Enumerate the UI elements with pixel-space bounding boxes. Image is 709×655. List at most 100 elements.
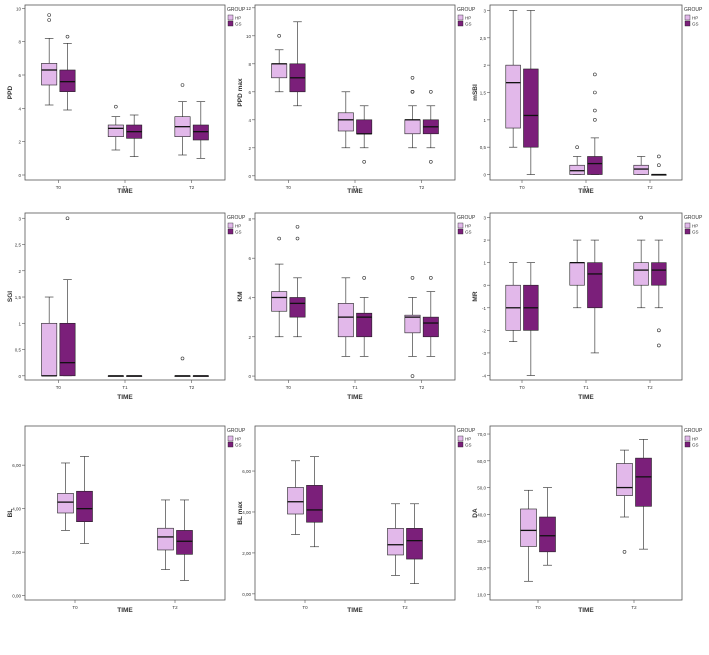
outlier-point (657, 163, 661, 168)
outlier-point (575, 145, 579, 149)
y-axis-label: mSBI (472, 84, 479, 101)
box-hp-t2 (174, 356, 191, 377)
legend-swatch-hp (684, 222, 691, 229)
legend-swatch-hp (457, 435, 464, 442)
y-tick-label: 1,5 (15, 295, 22, 300)
box-hp-t1 (107, 375, 124, 377)
legend-label-gs: GS (692, 21, 699, 26)
box-gs-t2 (651, 239, 667, 348)
legend-title: GROUP (684, 215, 703, 221)
outlier-point (295, 236, 300, 241)
legend-title: GROUP (457, 428, 476, 434)
box-gs-t1 (356, 105, 373, 164)
outlier-point (410, 374, 415, 378)
x-tick-label: T0 (72, 605, 78, 610)
x-tick-label: T2 (402, 605, 408, 610)
x-tick-label: T2 (419, 385, 425, 390)
box-body (76, 490, 93, 523)
box-body (422, 316, 439, 338)
plot-frame (489, 425, 683, 601)
box-body (404, 314, 421, 334)
y-axis-label: BL (7, 509, 14, 518)
box-hp-t2 (404, 276, 421, 378)
legend-swatch-gs (457, 228, 464, 235)
box-gs-t1 (587, 72, 603, 175)
x-axis-label: TIME (117, 188, 133, 195)
legend-label-gs: GS (235, 229, 242, 234)
legend-swatch-hp (684, 435, 691, 442)
legend-label-hp: HP (692, 223, 698, 228)
y-tick-label: 6 (248, 256, 251, 261)
box-body (569, 164, 585, 175)
box-gs-t1 (126, 375, 143, 377)
legend-label-hp: HP (692, 15, 698, 20)
box-hp-t2 (633, 215, 649, 309)
legend-title: GROUP (457, 215, 476, 221)
outlier-point (410, 90, 415, 94)
y-tick-label: 2 (18, 140, 21, 145)
box-body (59, 69, 76, 92)
legend-label-hp: HP (692, 436, 698, 441)
y-tick-label: 2 (248, 335, 251, 340)
y-axis-label: SGI (7, 291, 14, 302)
y-tick-label: 1 (483, 261, 486, 266)
legend-swatch-hp (457, 222, 464, 229)
x-tick-label: T2 (647, 185, 653, 190)
legend-label-hp: HP (235, 223, 241, 228)
box-gs-t2 (422, 90, 439, 164)
y-tick-label: 60,0 (477, 459, 486, 464)
y-tick-label: 8 (18, 40, 21, 45)
box-body (651, 262, 667, 286)
legend-title: GROUP (227, 215, 246, 221)
legend-swatch-hp (227, 14, 234, 21)
legend-swatch-hp (227, 435, 234, 442)
box-body (271, 291, 288, 312)
plot-frame (254, 425, 456, 601)
x-tick-label: T0 (535, 605, 541, 610)
y-axis-label: MR (472, 291, 479, 301)
outlier-point (277, 236, 281, 241)
box-body (633, 164, 649, 175)
box-gs-t0 (539, 487, 556, 566)
y-tick-label: 4 (18, 106, 21, 111)
legend-title: GROUP (684, 428, 703, 434)
x-axis-label: TIME (347, 188, 363, 195)
box-hp-t1 (569, 145, 585, 175)
y-tick-label: 0 (483, 283, 486, 288)
x-tick-label: T0 (56, 385, 62, 390)
x-tick-label: T1 (583, 185, 589, 190)
legend-label-gs: GS (465, 442, 472, 447)
box-hp-t2 (387, 503, 404, 576)
y-tick-label: 20,0 (477, 566, 486, 571)
box-body (157, 527, 174, 551)
y-tick-label: 2 (483, 63, 486, 68)
y-tick-label: 12 (246, 6, 252, 11)
legend-swatch-gs (227, 20, 234, 27)
box-hp-t0 (520, 489, 537, 582)
box-gs-t1 (356, 276, 373, 357)
x-tick-label: T2 (419, 185, 425, 190)
box-body (404, 119, 421, 135)
box-body (406, 528, 423, 560)
y-tick-label: 0 (18, 374, 21, 379)
legend-swatch-gs (684, 20, 691, 27)
plot-frame (24, 425, 226, 601)
y-tick-label: 0 (248, 374, 251, 379)
plot-frame (254, 212, 456, 381)
x-tick-label: T2 (189, 385, 195, 390)
box-gs-t2 (406, 503, 423, 584)
y-tick-label: 6 (18, 73, 21, 78)
box-gs-t0 (306, 456, 323, 548)
outlier-point (114, 104, 118, 109)
outlier-point (362, 160, 366, 164)
